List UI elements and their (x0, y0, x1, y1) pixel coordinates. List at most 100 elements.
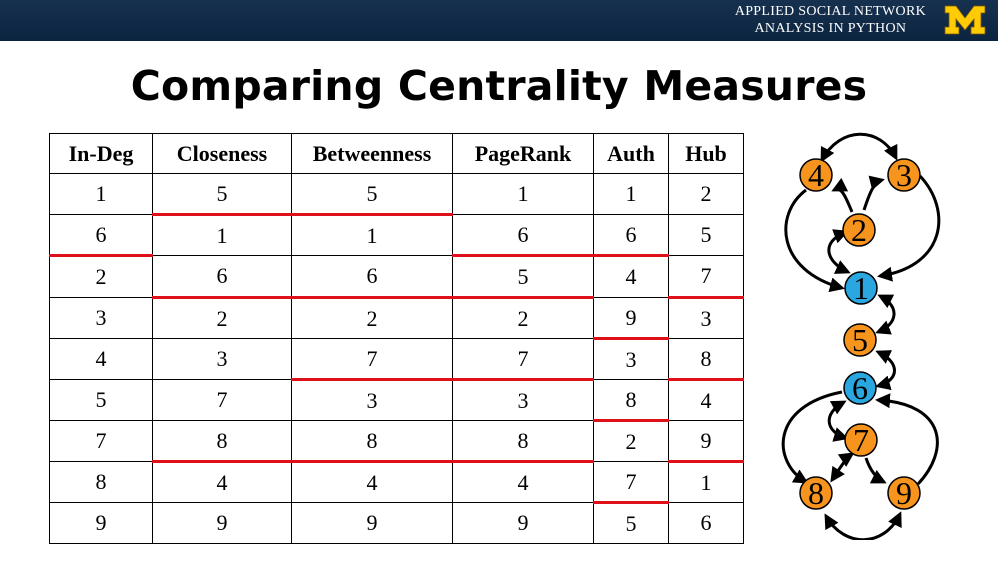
table-cell: 1 (49, 173, 153, 215)
table-cell: 6 (452, 214, 594, 257)
table-cell: 6 (152, 255, 292, 299)
table-cell: 5 (152, 173, 292, 216)
table-cell: 1 (593, 173, 669, 215)
graph-node-label: 9 (896, 475, 912, 511)
table-cell: 4 (668, 379, 744, 421)
graph-node-label: 2 (851, 212, 867, 248)
edge-4-1 (784, 188, 845, 293)
table-cell: 2 (49, 255, 153, 298)
graph-node-label: 7 (853, 422, 869, 458)
table-cell: 7 (49, 420, 153, 462)
graph-node-2: 2 (842, 212, 876, 248)
table-cell: 2 (593, 420, 669, 462)
table-cell: 3 (152, 338, 292, 380)
table-cell: 1 (291, 214, 453, 256)
table-cell: 6 (49, 214, 153, 257)
table-cell: 2 (668, 173, 744, 215)
graph-node-label: 8 (808, 475, 824, 511)
edge-3-1 (877, 174, 941, 282)
edge-2-4 (831, 177, 854, 213)
course-title: APPLIED SOCIAL NETWORK ANALYSIS IN PYTHO… (735, 3, 926, 37)
column-header: Auth (593, 133, 669, 174)
table-header-row: In-Deg Closeness Betweenness PageRank Auth Hu… (49, 133, 744, 174)
table-cell: 8 (152, 420, 292, 463)
edge-5-6 (875, 350, 896, 391)
graph-node-7: 7 (844, 422, 878, 458)
graph-node-label: 4 (808, 157, 824, 193)
column-header: Betweenness (291, 133, 453, 174)
table-cell: 7 (152, 379, 292, 421)
table-cell: 7 (668, 255, 744, 299)
graph-node-3: 3 (887, 157, 921, 193)
table-cell: 8 (291, 420, 453, 463)
table-cell: 8 (49, 461, 153, 503)
edge-6-8 (781, 390, 843, 484)
edge-8-9 (824, 511, 902, 540)
table-cell: 9 (49, 502, 153, 544)
table-cell: 3 (593, 338, 669, 380)
table-cell: 4 (291, 461, 453, 503)
centrality-table: In-Deg Closeness Betweenness PageRank Auth Hu… (49, 133, 744, 544)
table-cell: 2 (452, 297, 594, 339)
table-cell: 8 (668, 338, 744, 381)
edge-1-5 (875, 294, 896, 335)
table-cell: 4 (593, 255, 669, 298)
edge-4-3 (820, 132, 898, 163)
column-header: PageRank (452, 133, 594, 174)
graph-node-label: 5 (852, 322, 868, 358)
table-cell: 5 (49, 379, 153, 421)
graph-node-label: 6 (852, 370, 868, 406)
graph-node-1: 1 (844, 270, 878, 306)
table-cell: 9 (152, 502, 292, 544)
table-cell: 4 (452, 461, 594, 503)
table-cell: 4 (152, 461, 292, 503)
table-cell: 8 (593, 379, 669, 422)
table-cell: 8 (452, 420, 594, 463)
graph-node-5: 5 (843, 322, 877, 358)
table-cell: 6 (291, 255, 453, 299)
table-cell: 5 (291, 173, 453, 216)
graph-node-9: 9 (887, 475, 921, 511)
edge-9-6 (875, 393, 939, 486)
table-cell: 1 (668, 461, 744, 503)
network-graph: 4 32 1 5 6 78 9 (781, 132, 941, 540)
table-cell: 3 (668, 297, 744, 339)
column-header: Closeness (152, 133, 292, 174)
column-header: In-Deg (49, 133, 153, 174)
course-title-line2: ANALYSIS IN PYTHON (754, 21, 907, 36)
table-cell: 9 (668, 420, 744, 463)
table-cell: 9 (452, 502, 594, 544)
graph-node-8: 8 (799, 475, 833, 511)
table-cell: 7 (593, 461, 669, 504)
table-cell: 9 (291, 502, 453, 544)
university-m-logo (944, 5, 986, 35)
table-cell: 6 (668, 502, 744, 544)
table-cell: 2 (291, 297, 453, 339)
edge-8-7 (830, 452, 855, 483)
table-cell: 7 (291, 338, 453, 381)
edge-6-7 (827, 400, 849, 442)
graph-node-label: 1 (853, 270, 869, 306)
table-cell: 5 (668, 214, 744, 256)
column-header: Hub (668, 133, 744, 174)
table-cell: 9 (593, 297, 669, 340)
table-cell: 3 (49, 297, 153, 339)
edge-2-3 (862, 175, 885, 211)
slide-title: Comparing Centrality Measures (130, 62, 868, 110)
table-cell: 1 (452, 173, 594, 215)
table-cell: 7 (452, 338, 594, 381)
header-bar: APPLIED SOCIAL NETWORK ANALYSIS IN PYTHO… (0, 0, 998, 41)
table-cell: 3 (452, 379, 594, 421)
table-cell: 6 (593, 214, 669, 257)
course-title-line1: APPLIED SOCIAL NETWORK (734, 4, 926, 19)
graph-node-label: 3 (896, 157, 912, 193)
